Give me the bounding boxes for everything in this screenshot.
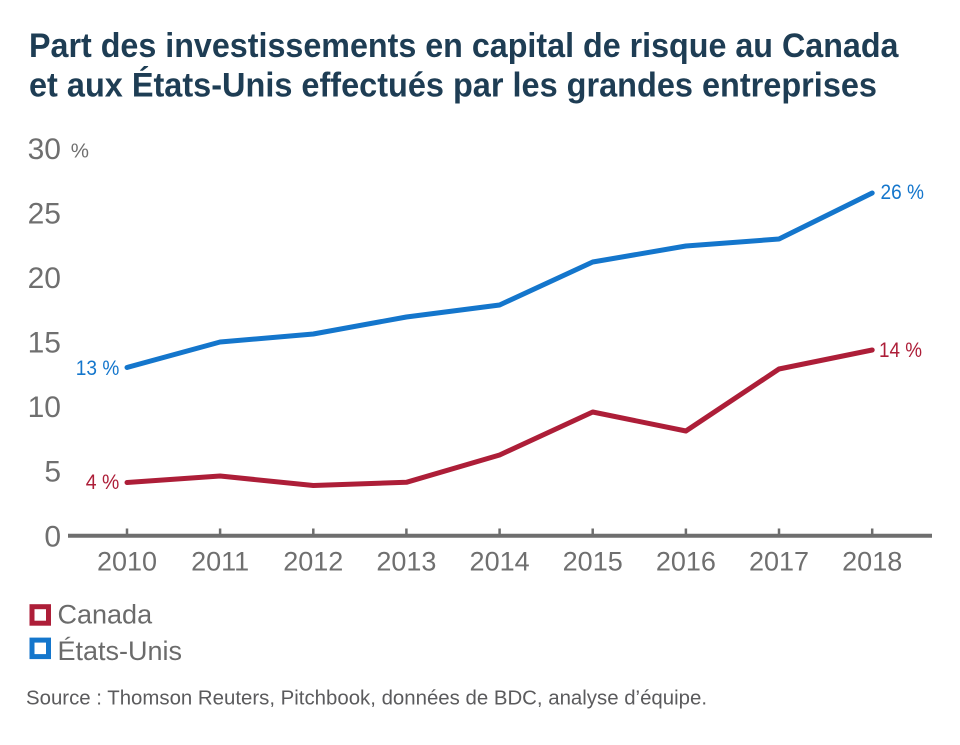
svg-text:2012: 2012 [283, 547, 343, 577]
svg-text:2010: 2010 [97, 547, 157, 577]
svg-text:Source : Thomson Reuters, Pitc: Source : Thomson Reuters, Pitchbook, don… [26, 687, 707, 709]
svg-text:2014: 2014 [470, 547, 530, 577]
svg-text:4 %: 4 % [86, 471, 120, 494]
svg-text:Canada: Canada [58, 600, 154, 630]
svg-text:26 %: 26 % [881, 181, 925, 204]
svg-text:30: 30 [28, 133, 61, 166]
svg-text:14 %: 14 % [879, 339, 922, 362]
svg-text:2016: 2016 [656, 547, 716, 577]
svg-text:2015: 2015 [563, 547, 623, 577]
svg-text:10: 10 [28, 391, 61, 424]
svg-text:2018: 2018 [842, 547, 902, 577]
svg-text:États-Unis: États-Unis [58, 636, 183, 666]
svg-text:5: 5 [44, 456, 61, 489]
svg-text:15: 15 [28, 327, 61, 360]
svg-text:et aux États-Unis effectués pa: et aux États-Unis effectués par les gran… [29, 64, 877, 104]
svg-text:25: 25 [28, 198, 61, 231]
svg-text:2013: 2013 [376, 547, 436, 577]
svg-text:2011: 2011 [191, 547, 249, 577]
svg-text:2017: 2017 [749, 547, 809, 577]
svg-text:0: 0 [44, 520, 61, 553]
svg-text:%: % [71, 139, 89, 162]
svg-text:Part des investissements en ca: Part des investissements en capital de r… [29, 27, 899, 65]
svg-text:13 %: 13 % [76, 357, 120, 380]
svg-text:20: 20 [28, 262, 61, 295]
